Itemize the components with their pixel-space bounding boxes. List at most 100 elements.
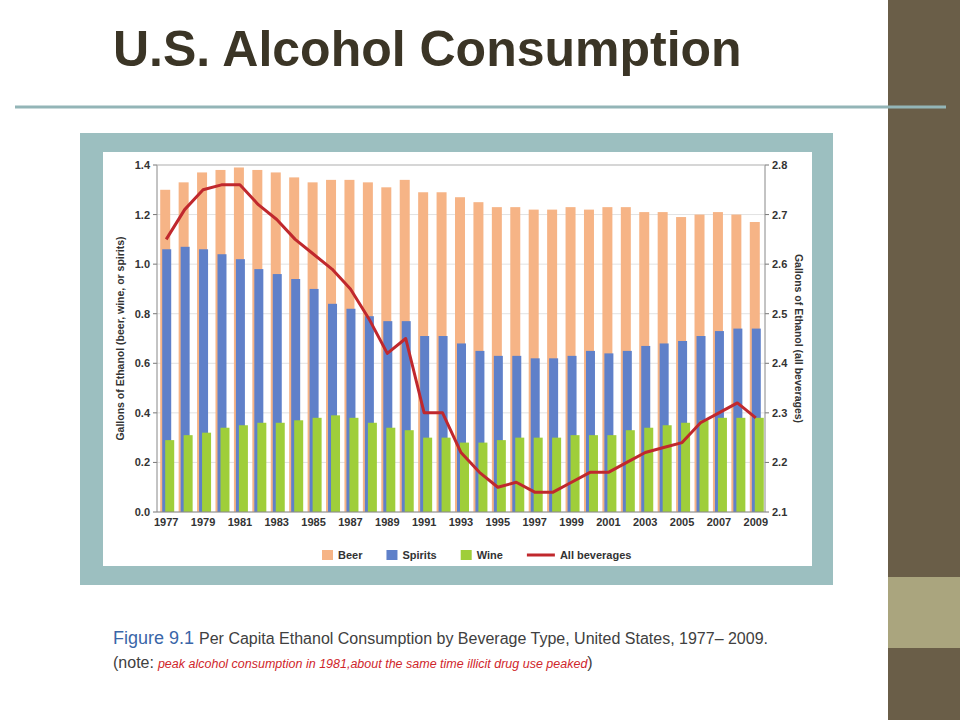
bar — [571, 435, 580, 512]
x-tick-label: 1991 — [412, 516, 436, 528]
bar — [368, 423, 377, 512]
y2-tick-label: 2.4 — [772, 357, 788, 369]
slide-title: U.S. Alcohol Consumption — [113, 20, 742, 78]
line-series — [166, 185, 756, 492]
legend-label: Spirits — [402, 549, 436, 561]
x-tick-label: 1981 — [228, 516, 252, 528]
x-tick-label: 1977 — [154, 516, 178, 528]
bar — [349, 418, 358, 512]
x-tick-label: 1983 — [265, 516, 289, 528]
y2-tick-label: 2.3 — [772, 407, 787, 419]
x-tick-label: 1987 — [338, 516, 362, 528]
y-tick-label: 0.6 — [135, 357, 150, 369]
y2-tick — [765, 264, 769, 265]
bar — [736, 418, 745, 512]
y-tick — [153, 264, 157, 265]
bar — [497, 440, 506, 512]
y-tick — [153, 363, 157, 364]
bar — [626, 430, 635, 512]
y2-tick-label: 2.7 — [772, 209, 787, 221]
legend-swatch — [322, 550, 333, 560]
bar — [534, 438, 543, 512]
y-tick-label: 1.2 — [135, 209, 150, 221]
y-tick — [153, 512, 157, 513]
y2-tick — [765, 313, 769, 314]
caption-text: Figure 9.1 — [113, 628, 194, 648]
x-tick-label: 2007 — [707, 516, 731, 528]
grid-line — [157, 165, 765, 166]
y2-tick — [765, 462, 769, 463]
y-tick — [153, 313, 157, 314]
y2-tick — [765, 412, 769, 413]
bar — [515, 438, 524, 512]
bar — [442, 438, 451, 512]
y2-tick-label: 2.5 — [772, 308, 787, 320]
bar — [718, 418, 727, 512]
y2-tick — [765, 214, 769, 215]
x-tick-label: 1985 — [301, 516, 325, 528]
x-tick-label: 1993 — [449, 516, 473, 528]
legend-swatch — [527, 554, 555, 557]
bar — [405, 430, 414, 512]
x-tick-label: 1995 — [486, 516, 510, 528]
bar — [220, 428, 229, 512]
bar — [755, 418, 764, 512]
y-tick-label: 0.2 — [135, 456, 150, 468]
legend-label: All beverages — [560, 549, 632, 561]
y-tick — [153, 214, 157, 215]
y-tick — [153, 165, 157, 166]
y2-tick — [765, 363, 769, 364]
slide-canvas: 0.00.20.40.60.81.01.21.42.12.22.32.42.52… — [0, 0, 960, 720]
chart-background — [103, 152, 812, 566]
bar — [165, 440, 174, 512]
y-tick — [153, 462, 157, 463]
y-tick-label: 1.4 — [135, 159, 151, 171]
grid-line — [157, 512, 765, 513]
x-axis — [157, 512, 765, 513]
x-tick-label: 2001 — [596, 516, 620, 528]
plot-top — [157, 165, 765, 166]
side-band-accent — [888, 577, 960, 648]
bar — [552, 438, 561, 512]
x-tick-label: 2009 — [744, 516, 768, 528]
y-axis-title: Gallons of Ethanol (beer, wine, or spiri… — [114, 236, 126, 440]
bar — [184, 435, 193, 512]
chart-frame — [80, 133, 833, 585]
bar — [386, 428, 395, 512]
bar — [423, 438, 432, 512]
bar — [700, 420, 709, 512]
bar — [276, 423, 285, 512]
x-tick-label: 1997 — [522, 516, 546, 528]
bar — [202, 433, 211, 512]
y-tick-label: 0.0 — [135, 506, 150, 518]
y2-tick-label: 2.6 — [772, 258, 787, 270]
legend-swatch — [461, 550, 472, 560]
x-tick-label: 1999 — [559, 516, 583, 528]
y2-tick-label: 2.1 — [772, 506, 787, 518]
caption-text: ) — [587, 654, 592, 671]
y2-tick — [765, 165, 769, 166]
bar — [294, 420, 303, 512]
x-tick-label: 1979 — [191, 516, 215, 528]
bar — [644, 428, 653, 512]
x-tick-label: 1989 — [375, 516, 399, 528]
y-axis — [157, 165, 158, 512]
y-tick-label: 1.0 — [135, 258, 150, 270]
y2-axis-title: Gallons of Ethanol (all beverages) — [793, 254, 805, 423]
caption-text: peak alcohol consumption in 1981,about t… — [158, 657, 587, 671]
y2-tick-label: 2.2 — [772, 456, 787, 468]
y2-tick — [765, 512, 769, 513]
legend-swatch — [386, 550, 397, 560]
legend: Beer Spirits Wine All beverages — [322, 549, 631, 561]
bar — [663, 425, 672, 512]
plot-area — [160, 167, 764, 512]
y-tick-label: 0.4 — [135, 407, 151, 419]
legend-label: Beer — [338, 549, 363, 561]
title-rule — [15, 106, 946, 109]
x-tick-label: 2005 — [670, 516, 694, 528]
y-tick — [153, 412, 157, 413]
bar — [331, 415, 340, 512]
caption: Figure 9.1Per Capita Ethanol Consumption… — [113, 626, 813, 676]
x-tick-label: 2003 — [633, 516, 657, 528]
legend-label: Wine — [477, 549, 503, 561]
